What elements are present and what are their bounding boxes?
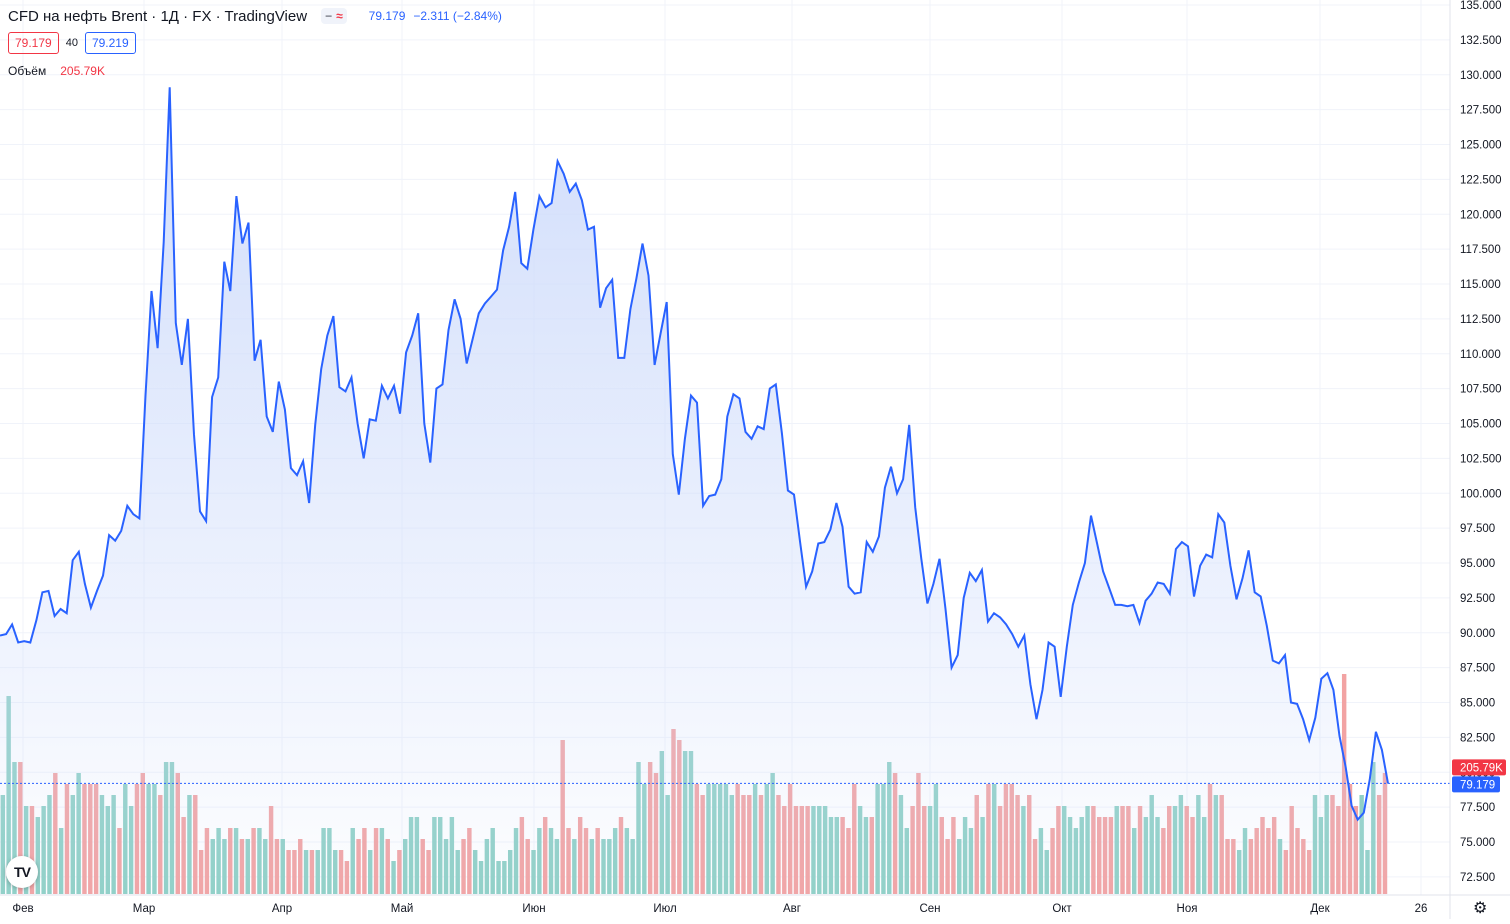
time-tick-label: Июн [522, 903, 545, 915]
time-tick-label: Авг [783, 903, 801, 915]
last-price-tag-label: 79.179 [1460, 779, 1495, 791]
time-tick-label: Дек [1310, 903, 1330, 915]
price-tick-label: 82.500 [1460, 732, 1495, 744]
price-tick-label: 122.500 [1460, 174, 1502, 186]
time-tick-label: Фев [12, 903, 33, 915]
price-line [0, 87, 1389, 822]
price-tick-label: 135.000 [1460, 0, 1502, 12]
price-tick-label: 90.000 [1460, 628, 1495, 640]
price-tick-label: 72.500 [1460, 872, 1495, 884]
price-tick-label: 77.500 [1460, 802, 1495, 814]
time-tick-label: Апр [272, 903, 292, 915]
time-tick-label: Сен [919, 903, 940, 915]
price-tick-label: 97.500 [1460, 523, 1495, 535]
chart-legend-header: CFD на нефть Brent · 1Д · FX · TradingVi… [8, 6, 502, 26]
price-tags: 205.79K 79.179 [1452, 759, 1506, 793]
tradingview-logo-icon[interactable]: TV [6, 856, 38, 888]
price-tick-label: 110.000 [1460, 349, 1501, 361]
time-tick-label: 26 [1415, 903, 1428, 915]
volume-tag-label: 205.79K [1460, 762, 1503, 774]
time-tick-label: Май [391, 903, 414, 915]
price-tick-label: 117.500 [1460, 244, 1501, 256]
price-tick-label: 125.000 [1460, 140, 1502, 152]
price-tick-label: 130.000 [1460, 70, 1502, 82]
sell-price-button[interactable]: 79.179 [8, 32, 59, 54]
time-tick-label: Мар [133, 903, 156, 915]
last-price-value: 79.179 [368, 9, 406, 23]
volume-value: 205.79K [60, 64, 105, 78]
price-tick-label: 85.000 [1460, 698, 1495, 710]
volume-legend: Объём 205.79K [8, 64, 105, 78]
gear-icon[interactable]: ⚙ [1473, 900, 1488, 917]
price-tick-label: 112.500 [1460, 314, 1501, 326]
volume-label[interactable]: Объём [8, 64, 47, 78]
time-scale[interactable]: Фев Мар Апр Май Июн Июл Авг Сен Окт Ноя Дек 26 [12, 903, 1427, 915]
price-tick-label: 102.500 [1460, 453, 1502, 465]
minus-icon[interactable]: − [325, 9, 333, 23]
price-scale[interactable]: 72.50075.00077.50080.00082.50085.00087.5… [1460, 0, 1502, 884]
time-tick-label: Окт [1052, 903, 1072, 915]
price-change-value: −2.311 (−2.84%) [413, 9, 502, 23]
price-tick-label: 92.500 [1460, 593, 1495, 605]
time-tick-label: Июл [653, 903, 676, 915]
symbol-title[interactable]: CFD на нефть Brent · 1Д · FX · TradingVi… [8, 7, 308, 25]
price-tick-label: 127.500 [1460, 105, 1502, 117]
price-tick-label: 100.000 [1460, 488, 1502, 500]
price-tick-label: 115.000 [1460, 279, 1501, 291]
wave-icon[interactable]: ≈ [336, 9, 343, 23]
volume-tag-bg [1452, 759, 1506, 776]
price-tick-label: 107.500 [1460, 384, 1502, 396]
price-tick-label: 120.000 [1460, 209, 1502, 221]
time-tick-label: Ноя [1177, 903, 1198, 915]
last-price-tag-bg [1452, 776, 1500, 793]
spread-value: 40 [65, 37, 78, 49]
price-area-fill [0, 87, 1388, 896]
buy-price-button[interactable]: 79.219 [84, 32, 136, 54]
price-tick-label: 132.500 [1460, 35, 1502, 47]
bid-ask-row: 79.179 40 79.219 [8, 32, 136, 54]
legend-toggle[interactable]: − ≈ [321, 8, 347, 24]
price-tick-label: 95.000 [1460, 558, 1495, 570]
price-tick-label: 87.500 [1460, 663, 1495, 675]
price-tick-label: 105.000 [1460, 419, 1502, 431]
price-tick-label: 75.000 [1460, 837, 1495, 849]
